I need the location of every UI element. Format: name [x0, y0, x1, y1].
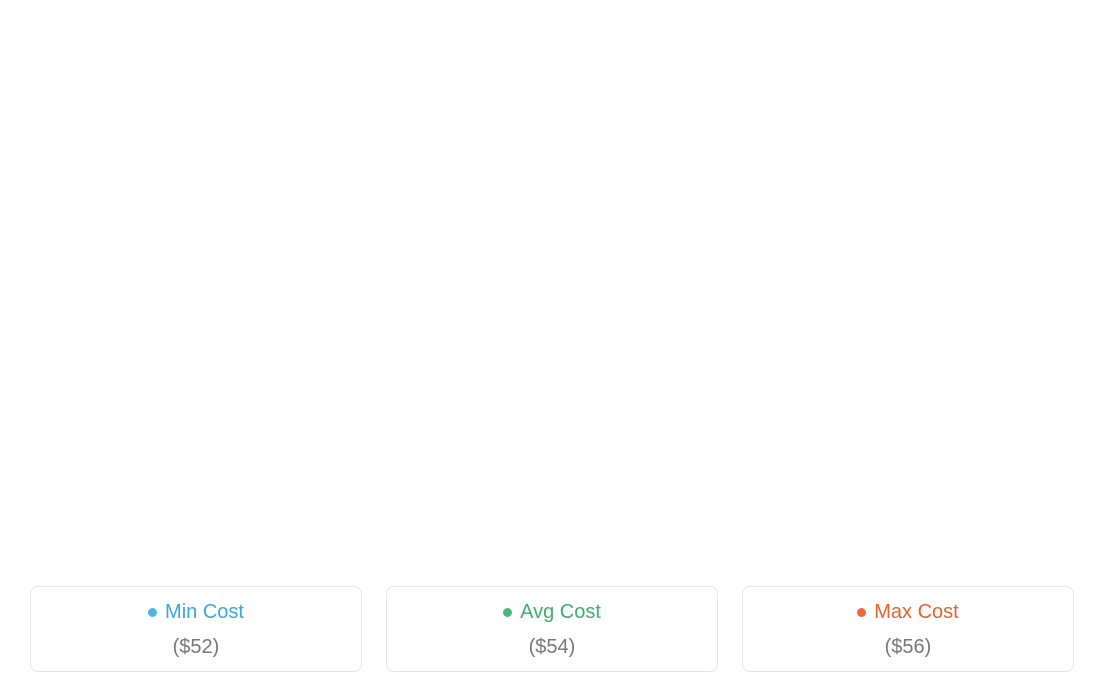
legend-value: ($56)	[753, 636, 1063, 659]
legend-dot-icon	[503, 608, 512, 617]
legend-title-text: Min Cost	[165, 601, 244, 624]
legend-title-text: Max Cost	[874, 601, 958, 624]
legend-card-1: Avg Cost ($54)	[386, 586, 718, 672]
legend-title-text: Avg Cost	[520, 601, 601, 624]
legend-card-2: Max Cost ($56)	[742, 586, 1074, 672]
gauge-svg	[0, 0, 1104, 570]
legend-title: Avg Cost	[503, 601, 601, 624]
legend-card-0: Min Cost ($52)	[30, 586, 362, 672]
legend-title: Max Cost	[857, 601, 958, 624]
legend-row: Min Cost ($52) Avg Cost ($54) Max Cost ($56)	[0, 586, 1104, 672]
legend-title: Min Cost	[148, 601, 244, 624]
chart-container: Min Cost ($52) Avg Cost ($54) Max Cost ($56)	[0, 0, 1104, 690]
legend-dot-icon	[148, 608, 157, 617]
legend-value: ($54)	[397, 636, 707, 659]
legend-value: ($52)	[41, 636, 351, 659]
legend-dot-icon	[857, 608, 866, 617]
gauge-area	[0, 0, 1104, 570]
